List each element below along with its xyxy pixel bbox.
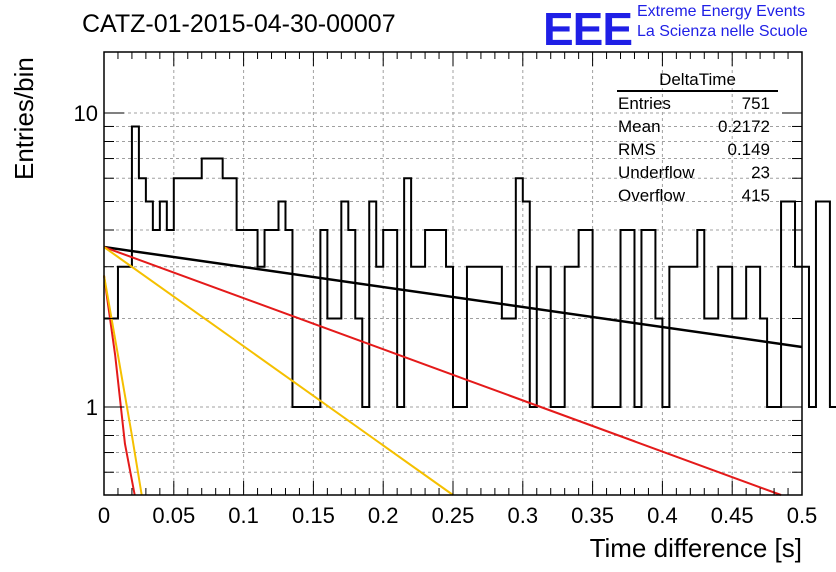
stats-value: 23	[751, 163, 770, 182]
x-tick-label: 0.5	[787, 503, 818, 528]
stats-value: 0.2172	[718, 117, 770, 136]
x-tick-label: 0.15	[292, 503, 335, 528]
stats-title: DeltaTime	[617, 70, 778, 92]
stats-box: DeltaTime Entries 751 Mean 0.2172 RMS 0.…	[612, 70, 778, 207]
stats-value: 415	[741, 186, 770, 205]
x-tick-label: 0	[98, 503, 110, 528]
fit-curve-orange	[103, 275, 143, 496]
stats-label: Mean	[618, 117, 661, 136]
stats-label: Underflow	[618, 163, 695, 182]
fit-curve-red	[103, 246, 782, 496]
stats-value: 0.149	[727, 140, 770, 159]
y-tick-label: 10	[74, 101, 98, 126]
y-axis-label: Entries/bin	[9, 57, 39, 180]
y-tick-label: 1	[86, 395, 98, 420]
brand-line-2: La Scienza nelle Scuole	[637, 23, 808, 40]
histogram-series	[104, 125, 836, 408]
stats-value: 751	[741, 94, 770, 113]
stats-label: Overflow	[618, 186, 686, 205]
x-tick-label: 0.1	[228, 503, 259, 528]
fit-curve-orange	[103, 246, 454, 496]
fit-curve-black	[103, 245, 803, 349]
stats-row-overflow: Overflow 415	[612, 184, 778, 207]
brand-line-1: Extreme Energy Events	[637, 3, 806, 20]
x-tick-label: 0.3	[508, 503, 539, 528]
eee-logo: EEE	[543, 3, 633, 55]
x-tick-label: 0.45	[711, 503, 754, 528]
x-tick-label: 0.35	[571, 503, 614, 528]
stats-row-underflow: Underflow 23	[612, 161, 778, 184]
x-tick-label: 0.2	[368, 503, 399, 528]
stats-row-mean: Mean 0.2172	[612, 115, 778, 138]
stats-label: Entries	[618, 94, 671, 113]
x-axis-label: Time difference [s]	[589, 533, 802, 563]
stats-label: RMS	[618, 140, 656, 159]
fit-curve-red	[103, 275, 136, 496]
stats-row-rms: RMS 0.149	[612, 138, 778, 161]
x-tick-label: 0.25	[432, 503, 475, 528]
stats-row-entries: Entries 751	[612, 92, 778, 115]
x-tick-label: 0.05	[152, 503, 195, 528]
chart-title: CATZ-01-2015-04-30-00007	[82, 10, 396, 38]
x-tick-label: 0.4	[647, 503, 678, 528]
